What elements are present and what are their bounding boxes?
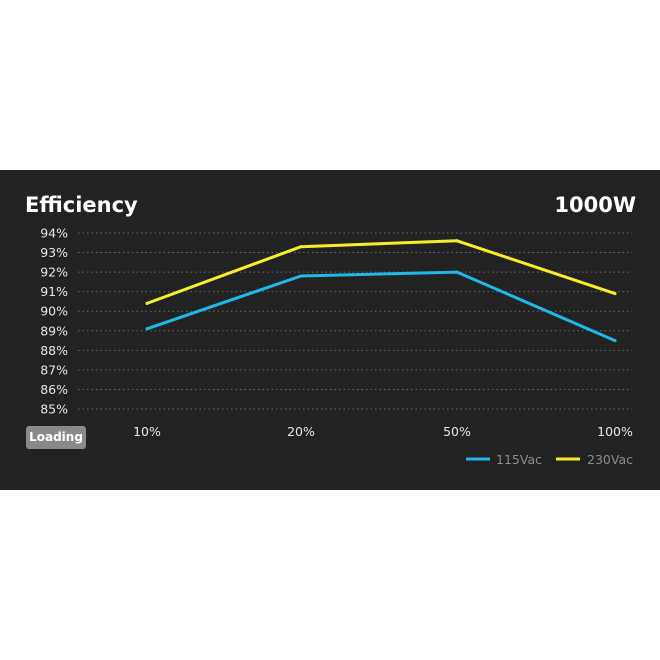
data-point (299, 245, 303, 249)
chart-subtitle: 1000W (554, 193, 636, 217)
y-tick-label: 92% (40, 265, 68, 280)
legend-label: 230Vac (587, 452, 633, 467)
efficiency-chart-panel: Efficiency 1000W 85% 86% 87% 88% 89% 90% 91% 92… (0, 170, 660, 490)
series-line-115vac (145, 270, 617, 343)
y-tick-label: 93% (40, 245, 68, 260)
legend: 115Vac 230Vac (466, 452, 633, 467)
y-axis-ticks: 85% 86% 87% 88% 89% 90% 91% 92% 93% 94% (40, 226, 68, 417)
x-tick-label: 20% (287, 424, 315, 439)
x-tick-label: 10% (133, 424, 161, 439)
legend-label: 115Vac (496, 452, 542, 467)
data-point (613, 292, 617, 296)
x-tick-label: 50% (443, 424, 471, 439)
grid-lines (78, 232, 632, 410)
y-tick-label: 91% (40, 284, 68, 299)
data-point (299, 274, 303, 278)
y-tick-label: 86% (40, 382, 68, 397)
series-lines (145, 239, 617, 343)
data-point (455, 270, 459, 274)
loading-button[interactable]: Loading (26, 426, 86, 449)
y-tick-label: 88% (40, 343, 68, 358)
data-point (145, 301, 149, 305)
data-point (455, 239, 459, 243)
data-point (613, 339, 617, 343)
y-tick-label: 94% (40, 226, 68, 241)
x-axis-ticks: 10% 20% 50% 100% (133, 424, 633, 439)
y-tick-label: 87% (40, 362, 68, 377)
x-tick-label: 100% (597, 424, 633, 439)
series-line-230vac (145, 239, 617, 305)
y-tick-label: 89% (40, 323, 68, 338)
y-tick-label: 90% (40, 304, 68, 319)
data-point (145, 327, 149, 331)
efficiency-chart: Efficiency 1000W 85% 86% 87% 88% 89% 90% 91% 92… (25, 193, 636, 467)
y-tick-label: 85% (40, 402, 68, 417)
chart-title: Efficiency (25, 193, 138, 217)
